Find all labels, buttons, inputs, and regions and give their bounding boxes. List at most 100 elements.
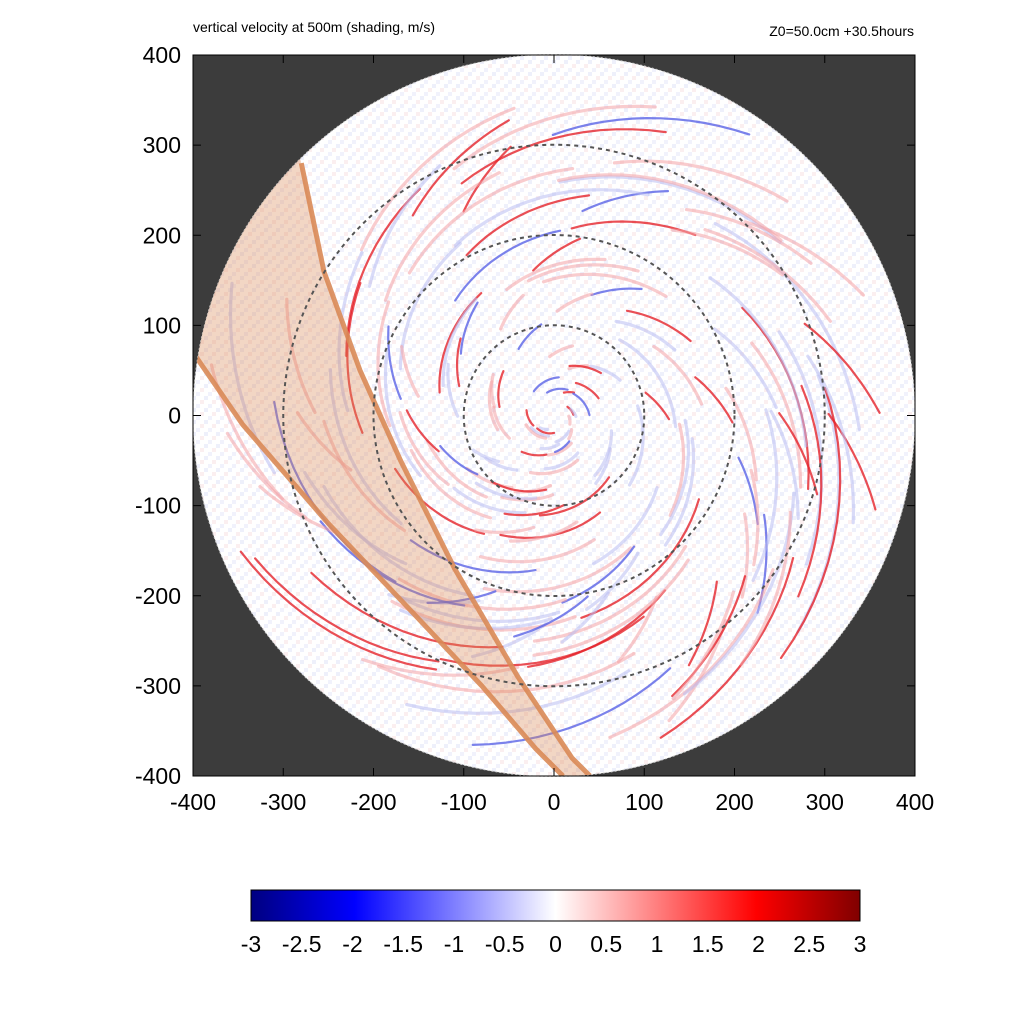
velocity-streak bbox=[560, 591, 610, 644]
velocity-streak bbox=[671, 590, 736, 701]
colorbar-tick-label: 2 bbox=[752, 931, 765, 957]
y-tick-label: 0 bbox=[168, 403, 181, 429]
velocity-streak bbox=[713, 221, 862, 431]
velocity-streak bbox=[310, 571, 504, 649]
band-fill bbox=[193, 145, 591, 777]
velocity-streak bbox=[387, 325, 402, 400]
velocity-streak bbox=[524, 423, 548, 440]
velocity-streak bbox=[687, 580, 718, 667]
x-tick-label: 100 bbox=[625, 789, 663, 815]
y-axis: 400 300 200 100 0 -100 -200 -300 -400 bbox=[135, 42, 915, 789]
velocity-streak bbox=[743, 220, 866, 297]
range-ring-100 bbox=[462, 324, 646, 507]
velocity-streak bbox=[254, 557, 440, 663]
velocity-streak bbox=[345, 187, 421, 358]
velocity-streak bbox=[405, 409, 440, 453]
velocity-streak bbox=[441, 297, 478, 388]
velocity-streak bbox=[591, 486, 659, 566]
velocity-streak bbox=[532, 237, 582, 272]
velocity-streak bbox=[484, 456, 519, 472]
velocity-streak bbox=[551, 116, 751, 136]
velocity-streak bbox=[394, 467, 486, 535]
velocity-streak bbox=[539, 442, 561, 451]
velocity-streak bbox=[546, 441, 573, 457]
velocity-streak bbox=[439, 615, 645, 667]
velocity-streak bbox=[376, 651, 636, 694]
velocity-streak bbox=[543, 451, 580, 471]
velocity-streak bbox=[391, 591, 561, 624]
band-edge-2 bbox=[193, 350, 565, 777]
velocity-streak bbox=[532, 558, 690, 657]
velocity-streak bbox=[454, 229, 562, 302]
velocity-streak bbox=[668, 422, 686, 518]
velocity-streak bbox=[703, 228, 833, 323]
velocity-streak bbox=[769, 409, 800, 521]
velocity-streak bbox=[777, 330, 824, 566]
velocity-streak bbox=[529, 426, 551, 438]
velocity-streak bbox=[570, 220, 697, 237]
x-tick-label: -200 bbox=[350, 789, 396, 815]
range-rings bbox=[282, 143, 826, 688]
y-tick-label: -400 bbox=[135, 763, 181, 789]
velocity-streak bbox=[797, 384, 823, 598]
velocity-streak bbox=[520, 450, 548, 457]
velocity-streak bbox=[425, 439, 488, 499]
y-tick-label: 100 bbox=[143, 312, 181, 338]
velocity-streak bbox=[778, 412, 819, 496]
band-edge-1 bbox=[298, 162, 592, 777]
velocity-streak bbox=[446, 362, 460, 418]
x-tick-label: -300 bbox=[260, 789, 306, 815]
velocity-streak bbox=[659, 418, 691, 537]
colorbar-tick-label: -1 bbox=[444, 931, 464, 957]
velocity-streak bbox=[471, 667, 672, 747]
velocity-streak bbox=[526, 263, 640, 283]
velocity-streak bbox=[612, 159, 789, 203]
velocity-streak bbox=[538, 476, 611, 517]
velocity-streak bbox=[580, 498, 701, 619]
velocity-streak bbox=[490, 480, 548, 493]
velocity-streak bbox=[508, 520, 579, 543]
velocity-streak bbox=[383, 171, 501, 302]
x-axis: -400 -300 -200 -100 0 100 200 300 400 bbox=[170, 55, 934, 815]
shaded-band bbox=[193, 145, 592, 777]
velocity-streak bbox=[328, 368, 403, 526]
chart-title: vertical velocity at 500m (shading, m/s) bbox=[193, 19, 435, 35]
velocity-streak bbox=[346, 281, 364, 434]
velocity-streak bbox=[459, 301, 479, 355]
velocity-streak bbox=[663, 437, 696, 547]
velocity-streak bbox=[569, 407, 578, 418]
velocity-streak bbox=[567, 428, 574, 441]
x-tick-label: 0 bbox=[548, 789, 561, 815]
velocity-streak bbox=[712, 327, 778, 409]
velocity-streak bbox=[407, 167, 575, 275]
velocity-streak bbox=[456, 337, 462, 388]
velocity-streak bbox=[376, 300, 392, 428]
velocity-streak bbox=[239, 550, 438, 671]
range-ring-200 bbox=[372, 234, 736, 597]
velocity-streak bbox=[322, 419, 407, 533]
y-tick-label: 400 bbox=[143, 42, 181, 68]
velocity-streak bbox=[614, 319, 677, 352]
velocity-streak bbox=[574, 381, 600, 400]
velocity-streak bbox=[528, 458, 580, 476]
velocity-streak bbox=[561, 545, 636, 604]
velocity-streak bbox=[517, 323, 543, 350]
velocity-streak bbox=[803, 322, 881, 414]
y-tick-label: -200 bbox=[135, 583, 181, 609]
colorbar-tick-label: -2.5 bbox=[282, 931, 322, 957]
velocity-streak bbox=[487, 380, 500, 432]
velocity-streak bbox=[460, 128, 667, 185]
colorbar-tick-label: -3 bbox=[241, 931, 261, 957]
velocity-streak bbox=[652, 344, 704, 406]
velocity-streak bbox=[398, 411, 450, 486]
colorbar-tick-label: 0.5 bbox=[590, 931, 622, 957]
velocity-streak bbox=[474, 525, 536, 535]
velocity-streak bbox=[258, 485, 337, 534]
velocity-streak bbox=[497, 370, 505, 408]
velocity-streak bbox=[545, 387, 569, 394]
velocity-streak bbox=[405, 669, 631, 715]
velocity-streak bbox=[409, 448, 493, 520]
velocity-streak bbox=[536, 427, 556, 435]
colorbar-tick-label: 3 bbox=[854, 931, 867, 957]
velocity-streak bbox=[708, 276, 808, 448]
